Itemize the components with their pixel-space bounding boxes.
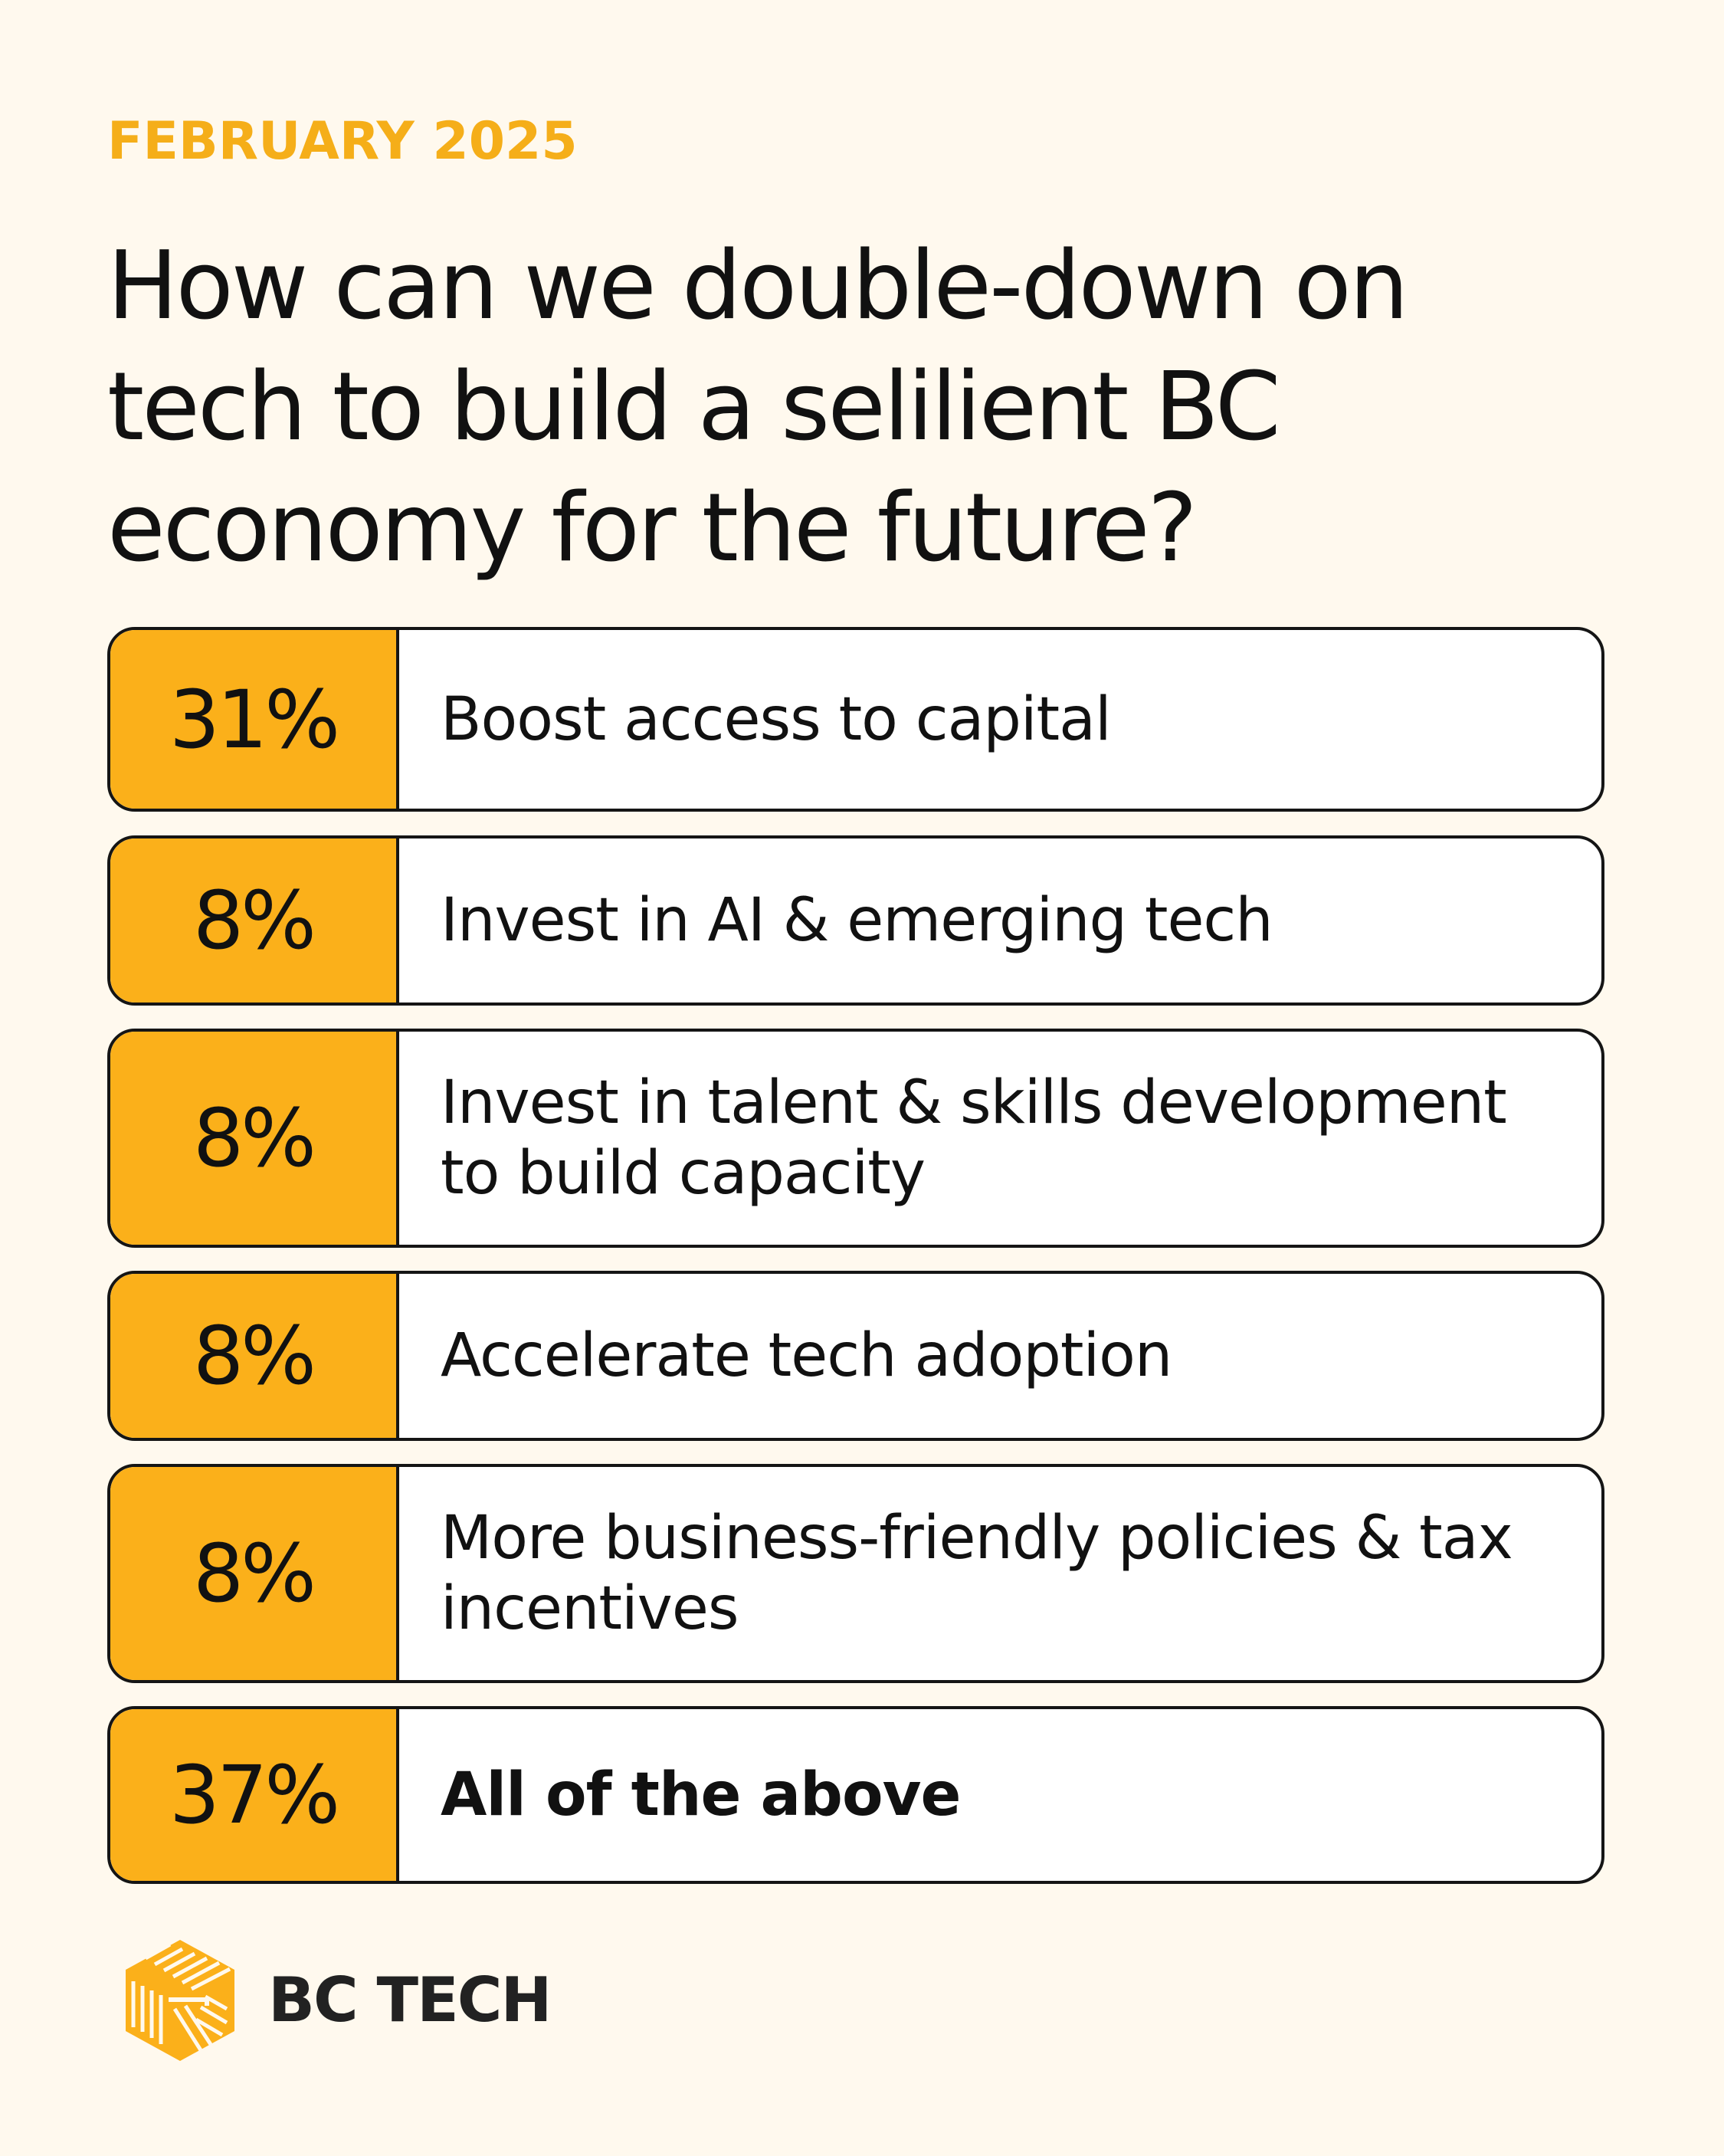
percent-value: 37% <box>169 1748 340 1842</box>
percent-cell: 8% <box>110 1467 399 1680</box>
page-title: How can we double-down on tech to build … <box>107 231 1409 583</box>
percent-value: 8% <box>193 1309 316 1403</box>
option-cell: Accelerate tech adoption <box>399 1274 1601 1438</box>
option-label: Accelerate tech adoption <box>441 1321 1172 1390</box>
option-cell: Boost access to capital <box>399 630 1601 809</box>
result-row: 8% Accelerate tech adoption <box>107 1271 1604 1441</box>
result-row: 37% All of the above <box>107 1706 1604 1884</box>
percent-value: 8% <box>193 1527 316 1620</box>
option-label: More business-friendly policies & tax in… <box>441 1504 1513 1643</box>
option-cell: Invest in talent & skills development to… <box>399 1032 1601 1245</box>
brand-name: BC TECH <box>268 1964 552 2036</box>
option-label: All of the above <box>441 1761 961 1829</box>
option-label: Boost access to capital <box>441 684 1112 754</box>
option-cell: More business-friendly policies & tax in… <box>399 1467 1601 1680</box>
result-row: 31% Boost access to capital <box>107 627 1604 812</box>
percent-cell: 8% <box>110 1032 399 1245</box>
percent-value: 8% <box>193 1091 316 1185</box>
percent-cell: 8% <box>110 1274 399 1438</box>
brand-footer: BC TECH <box>115 1935 552 2066</box>
result-row: 8% Invest in AI & emerging tech <box>107 835 1604 1006</box>
percent-cell: 31% <box>110 630 399 809</box>
percent-cell: 8% <box>110 838 399 1003</box>
option-cell: Invest in AI & emerging tech <box>399 838 1601 1003</box>
date-label: FEBRUARY 2025 <box>107 111 578 172</box>
result-row: 8% Invest in talent & skills development… <box>107 1029 1604 1248</box>
option-label: Invest in talent & skills development to… <box>441 1068 1507 1208</box>
percent-cell: 37% <box>110 1709 399 1881</box>
result-row: 8% More business-friendly policies & tax… <box>107 1464 1604 1683</box>
bc-tech-hexagon-logo-icon <box>126 1940 234 2061</box>
percent-value: 31% <box>169 672 340 766</box>
option-label: Invest in AI & emerging tech <box>441 886 1273 955</box>
option-cell: All of the above <box>399 1709 1601 1881</box>
percent-value: 8% <box>193 874 316 967</box>
